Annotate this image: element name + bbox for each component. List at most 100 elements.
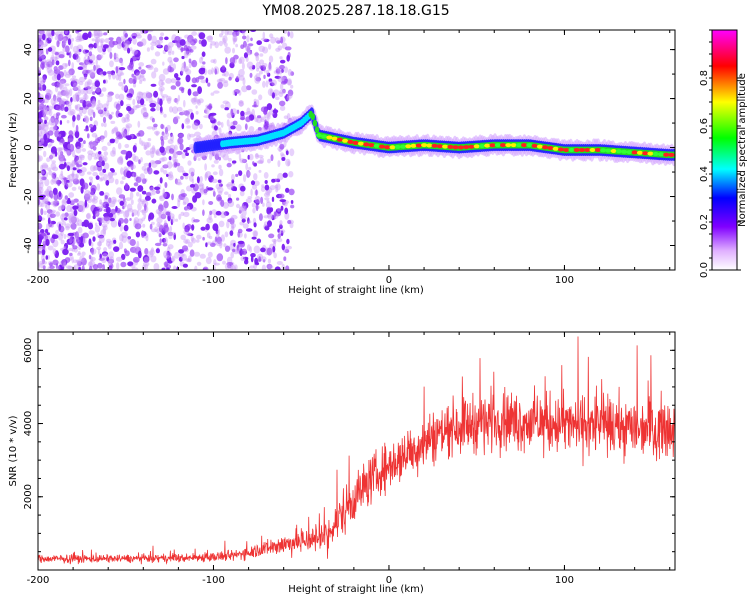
spectrogram-band-peak (615, 149, 622, 154)
spectrogram-noise-cell (244, 206, 247, 211)
spectrogram-noise-cell (279, 105, 286, 111)
spectrogram-noise-cell (237, 231, 243, 238)
spectrogram-noise-cell (280, 80, 287, 85)
spectrogram-noise-cell (111, 127, 119, 134)
spectrogram-noise-cell (253, 180, 260, 187)
spectrogram-noise-cell (38, 186, 43, 191)
spectrogram-noise-cell (254, 153, 259, 160)
spectrogram-noise-cell (195, 110, 199, 115)
colorbar-ticks: 0.00.20.40.60.8 (699, 29, 741, 278)
spectrogram-noise-cell (211, 209, 217, 215)
colorbar-label: Normalized spectral amplitude (737, 73, 748, 227)
spectrogram-noise-cell (227, 157, 232, 162)
spectrogram-noise-cell (246, 50, 252, 56)
spectrogram-noise-cell (269, 207, 274, 213)
spectrogram-noise-cell (42, 111, 45, 117)
spectrogram-band-peak (547, 146, 554, 150)
spectrogram-noise-cell (177, 94, 181, 102)
spectrogram-noise-cell (88, 69, 93, 76)
spectrogram-band-peak (431, 143, 438, 148)
spectrogram-noise-cell (59, 83, 65, 91)
spectrogram-noise-cell (127, 261, 134, 267)
spectrogram-noise-cell (187, 108, 193, 113)
spectrogram-noise-cell (62, 200, 67, 204)
spectrogram-noise-cell (88, 46, 93, 51)
spectrogram-noise-cell (54, 123, 58, 130)
spectrogram-noise-cell (170, 85, 177, 90)
spectrogram-noise-cell (80, 142, 84, 149)
spectrogram-noise-cell (56, 33, 60, 38)
spectrogram-noise-cell (135, 95, 140, 102)
spectrogram-noise-cell (181, 62, 187, 69)
spectrogram-noise-cell (102, 168, 107, 173)
spectrogram-noise-cell (165, 211, 171, 216)
spectrogram-band-peak (384, 145, 391, 150)
spectrogram-noise-cell (98, 235, 105, 243)
spectrogram-noise-cell (123, 117, 130, 123)
spectrogram-noise-cell (290, 204, 295, 209)
spectrogram-noise-cell (150, 58, 157, 65)
spectrogram-noise-cell (158, 79, 164, 87)
spectrogram-noise-cell (247, 50, 253, 56)
spectrogram-noise-cell (184, 226, 188, 233)
spectrogram-noise-cell (287, 219, 292, 225)
spectrogram-noise-cell (149, 223, 153, 230)
spectrogram-noise-cell (63, 217, 68, 221)
spectrogram-noise-cell (150, 160, 156, 165)
snr-xtick-label: 0 (386, 575, 392, 586)
spectrogram-noise-cell (94, 89, 101, 94)
spectrogram-noise-cell (214, 41, 219, 49)
spectrogram-noise-cell (65, 99, 70, 108)
spectrogram-noise-cell (126, 96, 132, 101)
spectrogram-noise-cell (101, 160, 105, 167)
spectrogram-noise-cell (51, 54, 55, 61)
spectrogram-noise-cell (38, 172, 41, 180)
spectrogram-noise-cell (262, 259, 266, 263)
spectrogram-noise-cell (98, 103, 104, 109)
spectrogram-noise-cell (49, 262, 53, 267)
spectrogram-noise-cell (59, 78, 67, 84)
spectrogram-noise-cell (113, 239, 117, 244)
spectrogram-noise-cell (62, 47, 67, 53)
spectrogram-noise-cell (285, 187, 290, 193)
spectrogram-noise-cell (87, 150, 94, 156)
spectrogram-noise-cell (109, 60, 114, 68)
spectrogram-noise-cell (181, 152, 186, 159)
spectrogram-noise-cell (67, 143, 72, 150)
spectrogram-noise-cell (134, 49, 141, 58)
spectrogram-band-peak (452, 145, 459, 150)
spectrogram-noise-cell (82, 232, 89, 239)
spectrogram-noise-cell (233, 242, 236, 247)
spectrogram-noise-cell (187, 39, 193, 45)
spectrogram-noise-cell (213, 262, 220, 266)
spectrogram-noise-cell (255, 76, 262, 82)
spectrogram-noise-cell (38, 189, 41, 196)
spectrogram-noise-cell (74, 154, 77, 163)
spectrogram-noise-cell (68, 173, 75, 182)
spectrogram-noise-cell (103, 247, 108, 252)
spectrogram-noise-cell (239, 158, 245, 164)
spectrogram-ytick-label: -20 (23, 188, 34, 204)
spectrogram-band-peak (605, 148, 612, 153)
spectrogram-noise-cell (251, 236, 257, 240)
spectrogram-noise-cell (134, 223, 142, 230)
snr-background (38, 332, 675, 570)
spectrogram-noise-cell (51, 234, 59, 239)
spectrogram-noise-cell (270, 36, 276, 44)
spectrogram-noise-cell (171, 255, 176, 262)
spectrogram-noise-cell (164, 36, 169, 41)
spectrogram-noise-cell (146, 30, 154, 33)
spectrogram-noise-cell (56, 265, 61, 270)
spectrogram-noise-cell (64, 223, 72, 229)
spectrogram-noise-cell (170, 133, 174, 142)
spectrogram-noise-cell (169, 225, 173, 232)
spectrogram-noise-cell (141, 190, 147, 195)
spectrogram-noise-cell (187, 160, 192, 166)
spectrogram-noise-cell (41, 249, 46, 256)
spectrogram-noise-cell (245, 162, 249, 171)
spectrogram-noise-cell (185, 68, 192, 75)
spectrogram-noise-cell (288, 171, 294, 178)
spectrogram-noise-cell (132, 144, 137, 153)
spectrogram-noise-cell (144, 263, 149, 270)
spectrogram-noise-cell (54, 56, 58, 62)
